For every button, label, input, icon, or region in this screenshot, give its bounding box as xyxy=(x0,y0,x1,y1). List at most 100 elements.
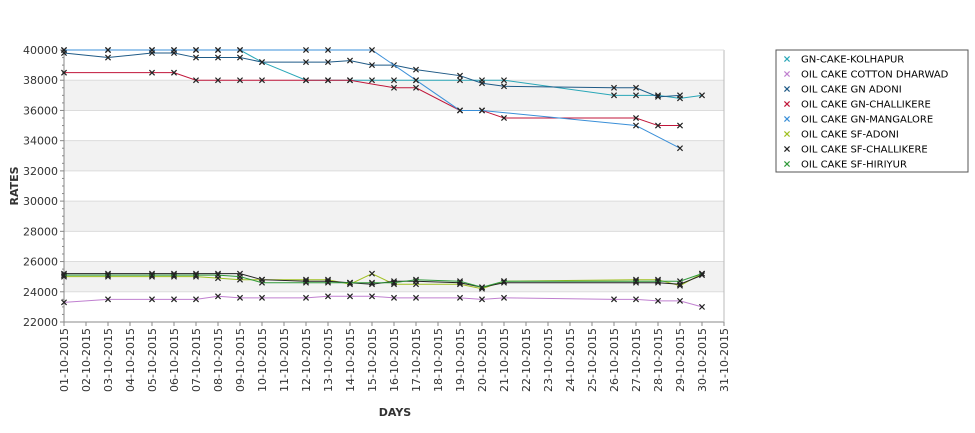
legend-label: GN-CAKE-KOLHAPUR xyxy=(801,55,904,66)
data-point xyxy=(390,279,398,286)
data-point xyxy=(192,46,200,54)
legend-box xyxy=(775,49,969,173)
y-tick-label: 38000 xyxy=(23,74,58,87)
x-tick-label: 24-10-2015 xyxy=(564,328,577,392)
data-point xyxy=(368,77,376,84)
data-point xyxy=(148,46,156,54)
y-tick-label: 28000 xyxy=(23,225,58,238)
data-point xyxy=(368,270,376,277)
legend-marker xyxy=(783,160,791,168)
data-point xyxy=(324,77,332,84)
data-point xyxy=(654,122,662,129)
x-tick-label: 29-10-2015 xyxy=(674,328,687,392)
x-tick-label: 08-10-2015 xyxy=(212,328,225,392)
data-point xyxy=(478,284,486,291)
data-point xyxy=(214,54,222,61)
data-point xyxy=(456,72,464,79)
legend-marker xyxy=(783,55,791,63)
data-point xyxy=(698,270,706,277)
data-point xyxy=(104,272,112,279)
data-point xyxy=(214,46,222,54)
data-point xyxy=(236,273,244,280)
x-tick-label: 13-10-2015 xyxy=(322,328,335,392)
series-2 xyxy=(60,293,706,310)
x-tick-label: 28-10-2015 xyxy=(652,328,665,392)
x-tick-labels: 01-10-2015 02-10-2015 03-10-2015 04-10-2015… xyxy=(58,328,731,392)
data-point xyxy=(302,77,310,84)
series-layer xyxy=(60,46,706,310)
x-tick-label: 23-10-2015 xyxy=(542,328,555,392)
data-point xyxy=(632,278,640,285)
data-point xyxy=(676,92,684,99)
series-5 xyxy=(60,46,684,152)
data-point xyxy=(346,293,354,300)
data-point xyxy=(368,46,376,54)
data-point xyxy=(258,294,266,301)
y-tick-label: 22000 xyxy=(23,316,58,329)
data-point xyxy=(676,145,684,152)
data-point xyxy=(500,77,508,84)
y-tick-label: 36000 xyxy=(23,104,58,117)
legend-label: OIL CAKE SF-ADONI xyxy=(801,130,899,141)
y-tick-label: 24000 xyxy=(23,286,58,299)
x-tick-label: 15-10-2015 xyxy=(366,328,379,392)
series-8 xyxy=(60,270,706,291)
legend-marker xyxy=(783,145,791,153)
data-point xyxy=(258,279,266,286)
data-point xyxy=(632,296,640,303)
data-point xyxy=(390,84,398,91)
data-point xyxy=(610,92,618,99)
data-point xyxy=(60,69,68,76)
data-point xyxy=(698,92,706,99)
data-point xyxy=(456,294,464,301)
data-point xyxy=(104,54,112,61)
plot-band xyxy=(64,201,724,232)
data-point xyxy=(346,57,354,64)
x-tick-label: 31-10-2015 xyxy=(718,328,731,392)
data-point xyxy=(148,69,156,76)
legend-label: OIL CAKE GN ADONI xyxy=(801,85,902,96)
data-point xyxy=(302,46,310,54)
data-point xyxy=(170,46,178,54)
x-tick-label: 12-10-2015 xyxy=(300,328,313,392)
x-tick-label: 10-10-2015 xyxy=(256,328,269,392)
data-point xyxy=(258,77,266,84)
data-point xyxy=(236,294,244,301)
y-tick-label: 26000 xyxy=(23,256,58,269)
x-tick-label: 27-10-2015 xyxy=(630,328,643,392)
data-point xyxy=(60,46,68,54)
data-point xyxy=(214,293,222,300)
data-point xyxy=(236,46,244,54)
data-point xyxy=(412,294,420,301)
data-point xyxy=(170,69,178,76)
x-tick-label: 25-10-2015 xyxy=(586,328,599,392)
data-point xyxy=(368,293,376,300)
legend-label: OIL CAKE SF-HIRIYUR xyxy=(801,160,907,171)
data-point xyxy=(324,279,332,286)
data-point xyxy=(456,107,464,114)
data-point xyxy=(676,122,684,129)
legend-marker xyxy=(783,70,791,78)
y-tick-label: 30000 xyxy=(23,195,58,208)
data-point xyxy=(654,93,662,100)
data-point xyxy=(478,80,486,87)
data-point xyxy=(148,272,156,279)
data-point xyxy=(632,84,640,91)
x-tick-label: 21-10-2015 xyxy=(498,328,511,392)
x-tick-label: 18-10-2015 xyxy=(432,328,445,392)
data-point xyxy=(236,77,244,84)
data-point xyxy=(500,83,508,90)
data-point xyxy=(610,84,618,91)
data-point xyxy=(324,59,332,66)
x-tick-label: 17-10-2015 xyxy=(410,328,423,392)
x-tick-label: 16-10-2015 xyxy=(388,328,401,392)
x-tick-label: 11-10-2015 xyxy=(278,328,291,392)
x-tick-label: 26-10-2015 xyxy=(608,328,621,392)
x-tick-label: 30-10-2015 xyxy=(696,328,709,392)
x-tick-label: 03-10-2015 xyxy=(102,328,115,392)
data-point xyxy=(632,114,640,122)
data-point xyxy=(456,77,464,84)
data-point xyxy=(478,107,486,114)
